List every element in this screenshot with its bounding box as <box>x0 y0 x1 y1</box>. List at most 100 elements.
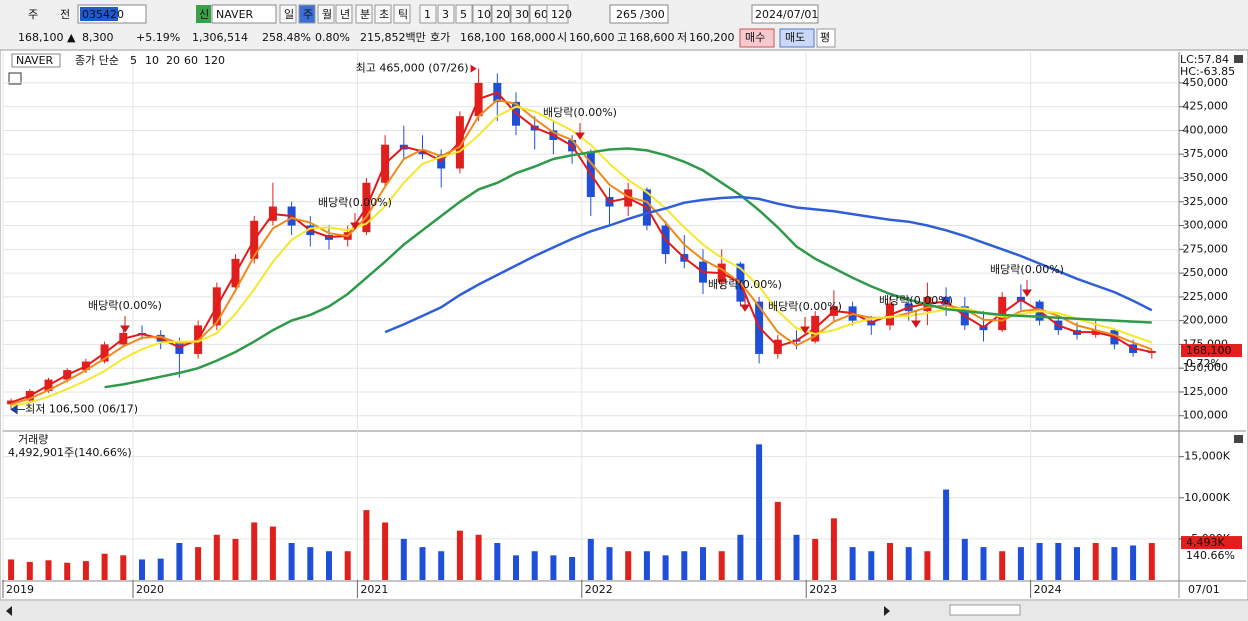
volume-bar <box>1017 547 1024 580</box>
quote-text: 8,300 <box>82 31 114 44</box>
y-tick-label: 150,000 <box>1183 361 1229 374</box>
volume-bar <box>157 558 164 580</box>
period-button[interactable] <box>491 4 511 24</box>
volume-bar <box>251 522 258 580</box>
symbol-label: NAVER <box>16 54 54 67</box>
volume-bar <box>887 543 893 580</box>
volume-bar <box>961 538 968 580</box>
toolbar-text: 5 <box>460 8 467 21</box>
period-button[interactable] <box>510 4 530 24</box>
y-tick-label: 100,000 <box>1183 409 1229 422</box>
toolbar-text: 2024/07/01 <box>755 8 818 21</box>
period-button[interactable] <box>393 4 411 24</box>
name-input[interactable] <box>211 4 277 24</box>
dividend-label: 배당락(0.00%) <box>990 263 1064 276</box>
x-end-label: 07/01 <box>1188 583 1220 596</box>
quote-text: 1,306,514 <box>192 31 248 44</box>
period-button[interactable] <box>317 4 335 24</box>
low-annotation: 최저 106,500 (06/17) <box>25 403 138 416</box>
volume-bar <box>64 562 71 580</box>
price-tag-bg <box>1181 343 1242 357</box>
volume-bar <box>793 534 800 580</box>
volume-bar <box>120 555 127 580</box>
y-tick-label: 275,000 <box>1183 242 1229 255</box>
toolbar-text: 주 <box>303 8 313 21</box>
period-button[interactable] <box>335 4 353 24</box>
volume-bar <box>456 530 463 580</box>
y-tick-label: 125,000 <box>1183 385 1229 398</box>
volume-bar <box>45 560 52 580</box>
volume-bar <box>139 559 145 580</box>
volume-bar <box>681 551 688 580</box>
dividend-arrow <box>1022 280 1032 297</box>
toolbar-text: 035420 <box>82 8 124 21</box>
scroll-thumb[interactable] <box>949 604 1021 616</box>
period-button[interactable] <box>437 4 455 24</box>
scroll-left[interactable] <box>6 606 12 616</box>
y-tick-label: 425,000 <box>1183 100 1229 113</box>
volume-bar <box>82 561 89 580</box>
volume-bar <box>849 547 856 580</box>
y-tick-label: 400,000 <box>1183 123 1229 136</box>
y-tick-label: 200,000 <box>1183 314 1229 327</box>
quote-text: 258.48% <box>262 31 311 44</box>
volume-bar <box>232 538 239 580</box>
table-icon[interactable] <box>8 72 22 85</box>
pane-close[interactable] <box>1234 55 1243 63</box>
scroll-right[interactable] <box>884 606 890 616</box>
scrollbar[interactable] <box>0 601 1248 621</box>
x-tick-label: 2019 <box>6 583 34 596</box>
volume-bar <box>980 547 987 580</box>
volume-tag: 4,493K <box>1186 536 1225 549</box>
toolbar-text: 전 <box>60 8 70 21</box>
volume-bar <box>737 534 744 580</box>
quote-text: +5.19% <box>136 31 180 44</box>
y-tick-label: 225,000 <box>1183 290 1229 303</box>
period-button[interactable] <box>546 4 569 24</box>
volume-bar <box>400 538 407 580</box>
period-button[interactable] <box>374 4 392 24</box>
volume-bar <box>176 543 183 580</box>
volume-bar <box>999 551 1006 580</box>
period-button[interactable] <box>355 4 373 24</box>
period-button[interactable] <box>279 4 297 24</box>
volume-summary: 4,492,901주(140.66%) <box>8 446 132 459</box>
pane-close[interactable] <box>1234 435 1243 443</box>
date-input[interactable] <box>751 4 819 24</box>
quote-text: 시 <box>557 31 567 44</box>
y-tick-label: 375,000 <box>1183 147 1229 160</box>
period-button[interactable] <box>298 4 316 24</box>
toolbar-text: 265 <box>616 8 637 21</box>
hc-label: HC:-63.85 <box>1180 65 1235 78</box>
quote-text: 160,600 <box>569 31 615 44</box>
quote-text: 0.80% <box>315 31 350 44</box>
buy-button[interactable] <box>739 28 775 48</box>
volume-bar <box>662 555 669 580</box>
symbol-box <box>11 53 61 68</box>
volume-bar <box>1111 547 1118 580</box>
period-button[interactable] <box>472 4 492 24</box>
dividend-arrow <box>800 317 810 334</box>
volume-bar <box>419 547 426 580</box>
quote-text: 매도 <box>785 31 805 44</box>
volume-bar <box>494 543 501 580</box>
volume-bar <box>774 501 781 580</box>
volume-bar <box>1148 543 1155 580</box>
quote-text: 215,852백만 <box>360 31 426 44</box>
price-tag: 168,100 <box>1186 344 1232 357</box>
period-button[interactable] <box>455 4 473 24</box>
candle-body <box>7 400 16 405</box>
dividend-arrow <box>120 316 130 333</box>
volume-bar <box>1074 547 1080 580</box>
avg-button[interactable] <box>816 28 836 48</box>
legend-item: 120 <box>204 54 225 67</box>
x-tick-label: 2023 <box>809 583 837 596</box>
toolbar-text: 1 <box>424 8 431 21</box>
period-button[interactable] <box>419 4 437 24</box>
volume-bar <box>195 547 202 580</box>
moving-average <box>104 147 1152 389</box>
count-input[interactable] <box>609 4 669 24</box>
sell-button[interactable] <box>779 28 815 48</box>
high-annotation: 최고 465,000 (07/26) <box>356 62 469 75</box>
volume-bar <box>905 547 912 580</box>
